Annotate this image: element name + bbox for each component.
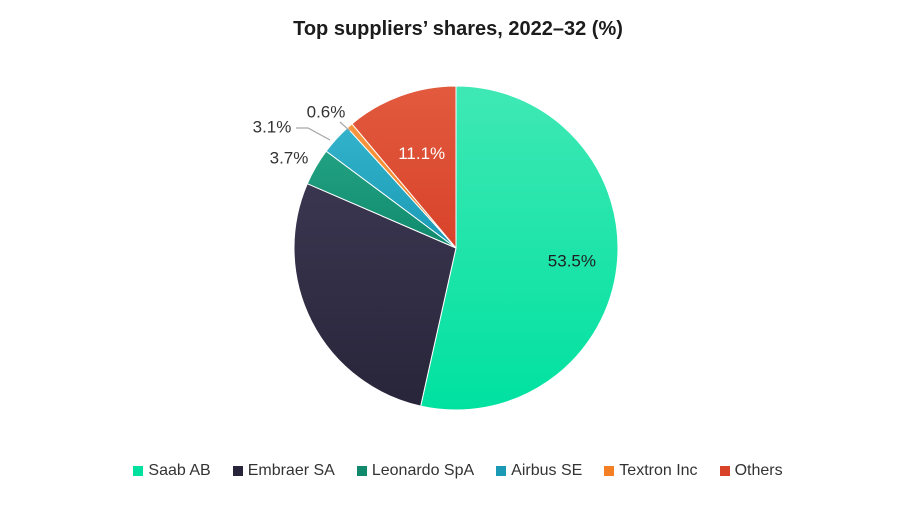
legend-swatch-leonardo-spa	[356, 466, 367, 476]
legend-item-others: Others	[719, 462, 783, 480]
legend-swatch-textron-inc	[604, 466, 615, 476]
leader-lines	[296, 121, 351, 141]
leader-line-airbus-se	[296, 127, 331, 141]
legend-label-textron-inc: Textron Inc	[619, 462, 698, 479]
data-label-textron-inc: 0.6%	[307, 103, 346, 122]
legend-item-textron-inc: Textron Inc	[604, 462, 698, 480]
legend-item-saab-ab: Saab AB	[133, 462, 211, 480]
data-label-others: 11.1%	[398, 144, 445, 163]
legend-label-saab-ab: Saab AB	[148, 462, 211, 479]
data-label-saab-ab: 53.5%	[548, 251, 596, 270]
chart-title: Top suppliers’ shares, 2022–32 (%)	[293, 18, 623, 40]
legend-label-others: Others	[734, 462, 783, 479]
legend-item-airbus-se: Airbus SE	[496, 462, 582, 480]
data-label-airbus-se: 3.1%	[253, 118, 292, 137]
legend-swatch-saab-ab	[133, 466, 144, 476]
chart-legend: Saab AB Embraer SA Leonardo SpA Airbus SE Te…	[0, 462, 916, 480]
legend-item-leonardo-spa: Leonardo SpA	[356, 462, 475, 480]
pie-slice-saab-ab	[420, 85, 619, 411]
pie-slices	[293, 85, 619, 411]
leader-line-textron-inc	[339, 121, 351, 132]
legend-label-leonardo-spa: Leonardo SpA	[371, 462, 475, 479]
legend-item-embraer-sa: Embraer SA	[232, 462, 335, 480]
pie-slice-others	[351, 85, 457, 250]
legend-swatch-airbus-se	[496, 466, 507, 476]
data-labels: 53.5% 3.7% 3.1% 0.6% 11.1%	[253, 103, 596, 271]
legend-swatch-others	[719, 466, 730, 476]
legend-label-embraer-sa: Embraer SA	[247, 462, 335, 479]
legend-label-airbus-se: Airbus SE	[511, 462, 583, 479]
pie-slice-embraer-sa	[293, 183, 457, 407]
data-label-leonardo-spa: 3.7%	[270, 149, 309, 168]
legend-swatch-embraer-sa	[232, 466, 243, 476]
